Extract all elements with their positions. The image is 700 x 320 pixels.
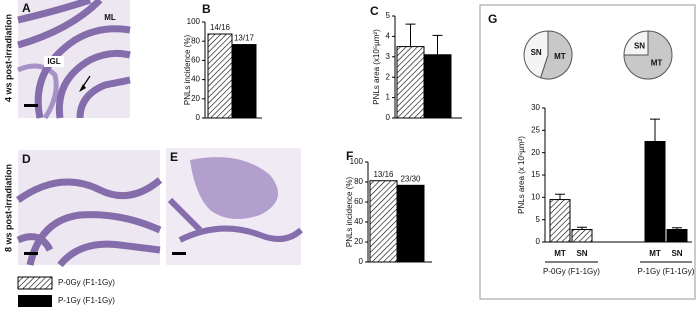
legend-swatch [17,276,53,290]
y-tick-label: 0 [196,113,201,122]
panel-letter: D [22,152,31,166]
bar [549,199,571,243]
histology-image: A ML IGL [16,0,131,120]
panel-letter: B [202,2,211,16]
y-tick-label: 0 [386,113,391,122]
panel-letter: G [488,12,497,26]
y-tick-label: 25 [531,125,540,134]
y-axis-label: PNLs area (x10⁵µm²) [372,29,381,105]
y-tick-label: 15 [531,170,540,179]
y-tick-label: 80 [354,177,363,186]
bar [369,180,398,263]
y-tick-label: 40 [354,217,363,226]
bar [396,184,425,263]
x-tick-label: SN [576,249,587,258]
y-tick-label: 60 [191,56,200,65]
y-tick-label: 20 [354,237,363,246]
legend-swatch [18,295,52,307]
panel-letter: F [346,149,353,163]
y-tick-label: 5 [536,215,541,224]
y-tick-label: 1 [386,93,391,102]
y-tick-label: 20 [191,94,200,103]
x-tick-label: MT [554,249,566,258]
value-label: 13/16 [373,170,394,179]
x-tick-label: MT [649,249,661,258]
y-tick-label: 60 [354,197,363,206]
y-tick-label: 10 [531,192,540,201]
bar [207,33,233,119]
panel-letter: C [370,4,379,18]
error-bar [432,34,443,55]
legend-label: P-1Gy (F1-1Gy) [58,296,115,305]
y-tick-label: 30 [531,103,540,112]
y-tick-label: 5 [386,11,391,20]
bar [666,228,688,243]
y-tick-label: 4 [386,32,391,41]
bar [396,46,425,119]
error-bar [405,23,416,47]
image-label: IGL [47,57,60,66]
image-label: ML [104,13,116,22]
slice-label: MT [651,59,663,68]
value-label: 23/30 [400,174,421,183]
slice-label: SN [531,48,542,57]
y-axis-label: PNLs area (x 10⁵µm²) [517,136,526,214]
panel-frame [479,4,696,300]
slice-label: MT [554,52,566,61]
y-tick-label: 0 [359,257,364,266]
y-tick-label: 100 [350,157,364,166]
y-tick-label: 3 [386,52,391,61]
value-label: 14/16 [210,23,231,32]
bar [423,54,452,119]
y-axis-label: PNLs incidence (%) [345,177,354,248]
bar [571,228,593,243]
y-tick-label: 40 [191,75,200,84]
group-label: P-0Gy (F1-1Gy) [543,267,600,276]
slice-label: SN [634,42,645,51]
legend-label: P-0Gy (F1-1Gy) [58,278,115,287]
y-tick-label: 20 [531,148,540,157]
panel-letter: A [22,1,31,15]
histology-image: D [15,150,163,268]
error-bar [555,193,565,200]
y-tick-label: 2 [386,72,391,81]
bar [231,44,257,119]
y-axis-label: PNLs incidence (%) [183,35,192,106]
group-label: P-1Gy (F1-1Gy) [638,267,695,276]
error-bar [577,226,587,230]
pie-slice [623,30,673,80]
error-bar [650,118,660,142]
y-tick-label: 80 [191,36,200,45]
value-label: 13/17 [234,34,255,43]
pie-slice [623,30,649,56]
row-label: 8 ws post-irradiation [3,164,13,252]
row-label: 4 ws post-irradiation [3,14,13,102]
bar [644,141,666,243]
histology-image: E [166,148,304,265]
pie-slice [523,30,549,79]
y-tick-label: 100 [187,17,201,26]
panel-letter: E [170,150,178,164]
x-tick-label: SN [671,249,682,258]
y-tick-label: 0 [536,237,541,246]
error-bar [672,227,682,230]
